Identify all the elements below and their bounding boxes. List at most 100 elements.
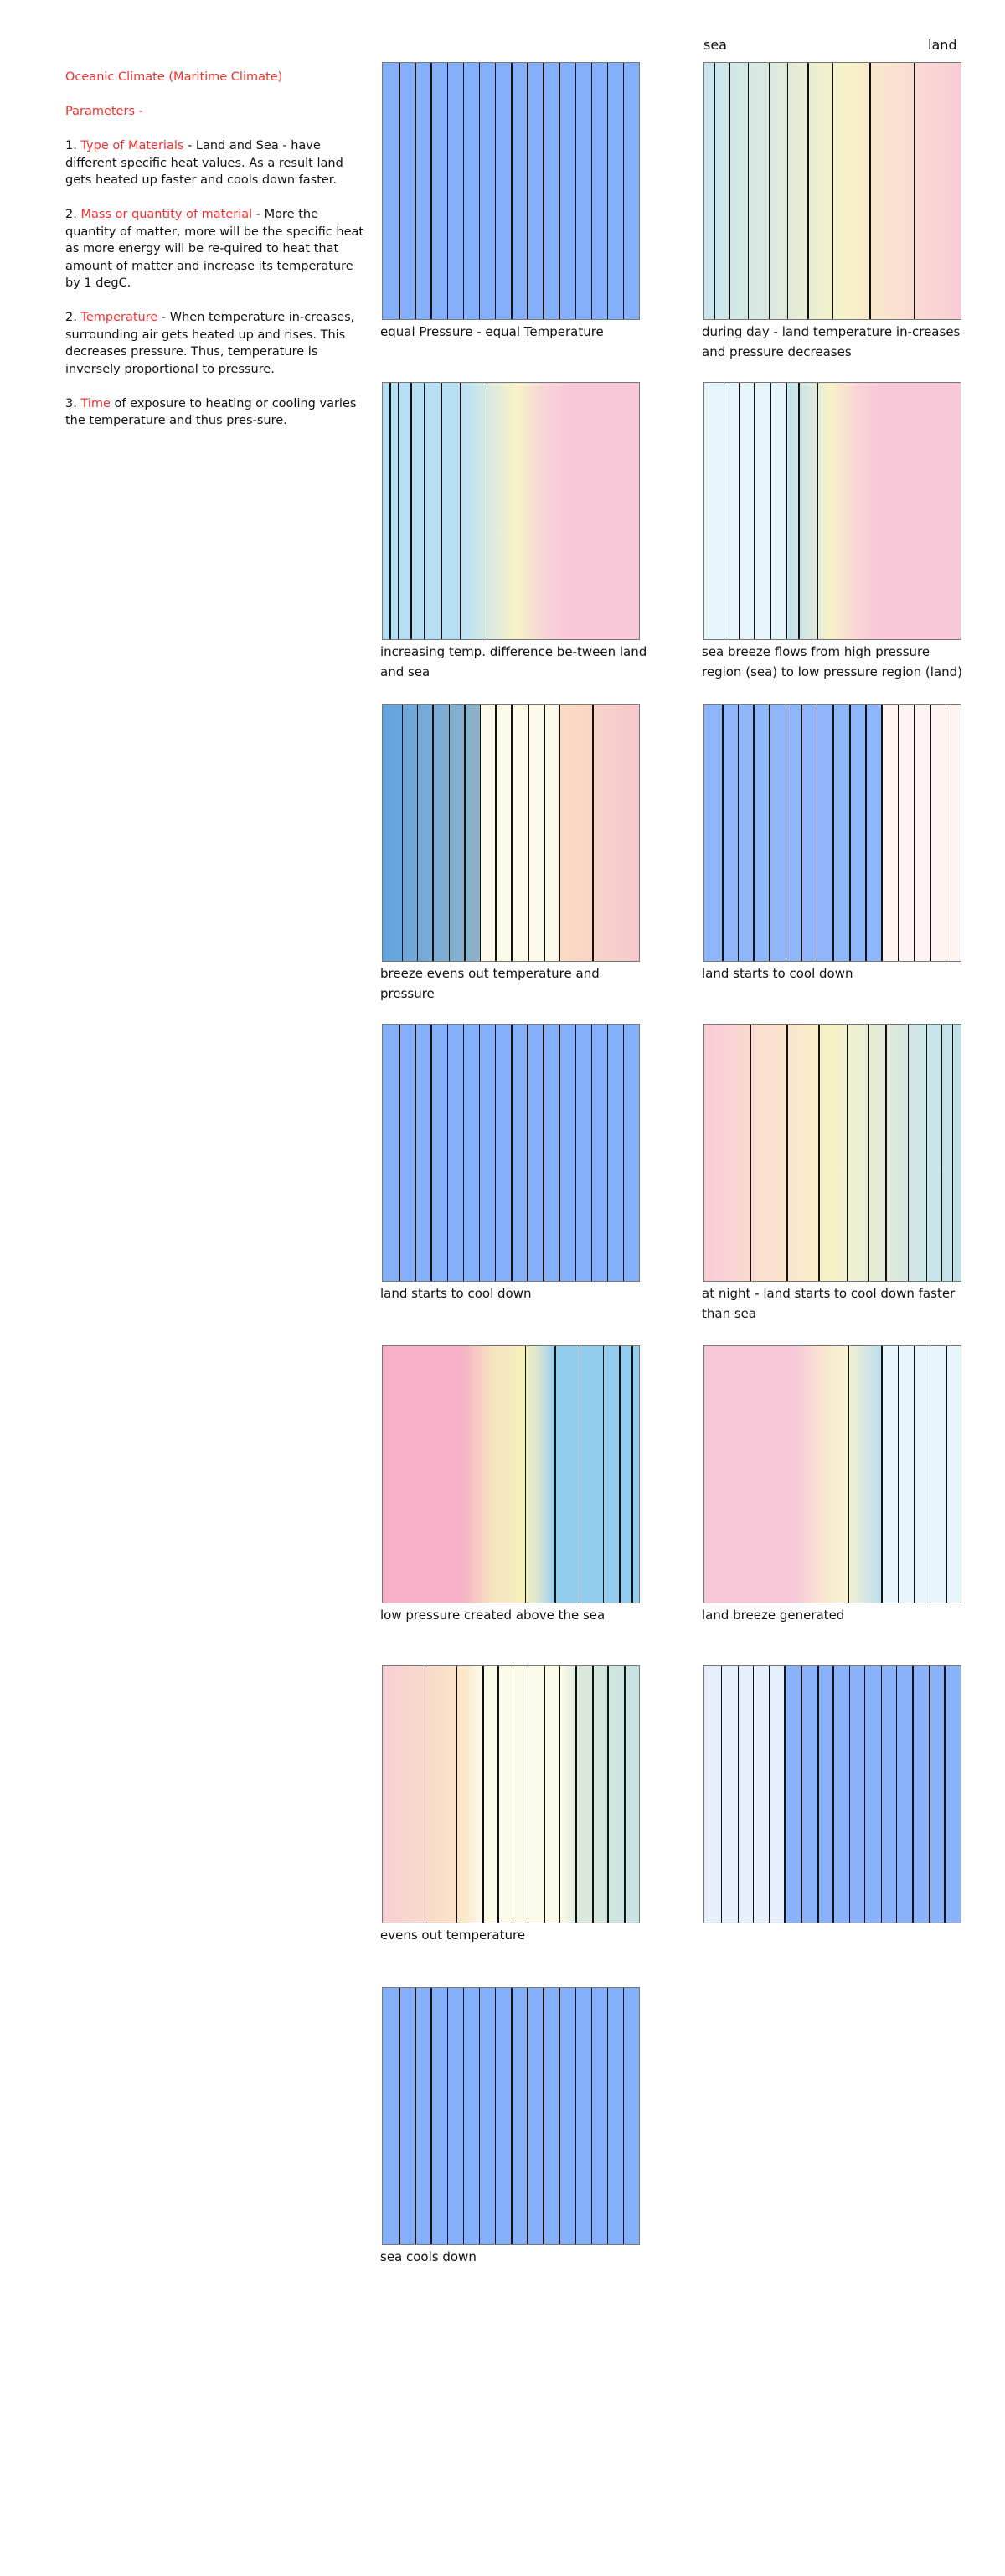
air-column-divider xyxy=(622,1988,625,2244)
air-column-divider xyxy=(914,705,915,961)
air-column-divider xyxy=(739,383,740,639)
air-column-divider xyxy=(914,1346,915,1603)
panel-caption: sea cools down xyxy=(380,2249,477,2264)
air-column-divider xyxy=(389,383,391,639)
air-column-divider xyxy=(579,1346,581,1603)
air-column-divider xyxy=(619,1346,621,1603)
panel-caption: during day - land temperature in-creases… xyxy=(702,324,961,359)
air-column-divider xyxy=(554,1346,556,1603)
air-column-divider xyxy=(818,1025,820,1281)
item-number: 2. xyxy=(65,311,81,324)
air-column-divider xyxy=(575,1025,576,1281)
air-column-divider xyxy=(559,1666,561,1923)
air-column-divider xyxy=(527,1025,528,1281)
diagram-panel-6 xyxy=(704,704,961,962)
item-term: Type of Materials xyxy=(80,139,184,152)
air-column-divider xyxy=(592,705,594,961)
air-column-divider xyxy=(464,705,466,961)
air-column-divider xyxy=(622,63,625,319)
air-column-divider xyxy=(945,705,947,961)
air-column-divider xyxy=(543,1988,544,2244)
air-column-divider xyxy=(544,705,545,961)
land-label: land xyxy=(928,37,957,53)
air-column-divider xyxy=(590,63,593,319)
item-text: - When temperature in-creases, surroundi… xyxy=(65,311,355,376)
air-column-divider xyxy=(478,63,481,319)
air-column-divider xyxy=(897,1346,899,1603)
air-column-divider xyxy=(624,1666,626,1923)
air-column-divider xyxy=(575,1666,577,1923)
air-column-divider xyxy=(930,705,931,961)
diagram-panel-3 xyxy=(382,382,640,640)
notes-column: Oceanic Climate (Maritime Climate) Param… xyxy=(65,69,367,447)
air-column-divider xyxy=(622,1025,625,1281)
air-column-divider xyxy=(723,383,725,639)
air-column-divider xyxy=(832,63,834,319)
air-column-divider xyxy=(462,1988,465,2244)
parameter-item: 2. Temperature - When temperature in-cre… xyxy=(65,309,367,378)
air-column-divider xyxy=(737,1666,740,1923)
air-column-divider xyxy=(544,1666,546,1923)
air-column-divider xyxy=(944,1666,946,1923)
air-column-divider xyxy=(432,705,434,961)
air-column-divider xyxy=(462,1025,465,1281)
air-column-divider xyxy=(848,1346,850,1603)
air-column-divider xyxy=(868,1025,870,1281)
diagram-panel-2 xyxy=(704,62,961,320)
air-column-divider xyxy=(869,63,871,319)
panel-caption: increasing temp. difference be-tween lan… xyxy=(380,644,647,679)
air-column-divider xyxy=(722,705,724,961)
air-column-divider xyxy=(951,1025,954,1281)
air-column-divider xyxy=(497,1666,499,1923)
air-column-divider xyxy=(559,63,560,319)
air-column-divider xyxy=(423,383,425,639)
air-column-divider xyxy=(895,1666,898,1923)
diagram-panel-11 xyxy=(382,1665,640,1923)
air-column-divider xyxy=(849,705,851,961)
air-column-divider xyxy=(912,1666,914,1923)
air-column-divider xyxy=(816,705,818,961)
panel-caption: equal Pressure - equal Temperature xyxy=(380,324,604,339)
air-column-divider xyxy=(885,1025,887,1281)
air-column-divider xyxy=(512,1666,514,1923)
air-column-divider xyxy=(817,383,818,639)
air-column-divider xyxy=(494,63,497,319)
diagram-panel-8 xyxy=(704,1024,961,1282)
air-column-divider xyxy=(446,1988,448,2244)
air-column-divider xyxy=(832,1666,834,1923)
air-column-divider xyxy=(606,1988,609,2244)
air-column-divider xyxy=(786,383,788,639)
air-column-divider xyxy=(832,705,834,961)
air-column-divider xyxy=(415,63,416,319)
panel-caption: breeze evens out temperature and pressur… xyxy=(380,966,600,1001)
air-column-divider xyxy=(478,1025,481,1281)
air-column-divider xyxy=(786,63,789,319)
air-column-divider xyxy=(448,705,451,961)
air-column-divider xyxy=(527,1666,529,1923)
air-column-divider xyxy=(817,1666,819,1923)
air-column-divider xyxy=(456,1666,458,1923)
air-column-divider xyxy=(914,63,915,319)
diagram-panel-12 xyxy=(704,1665,961,1923)
sea-label: sea xyxy=(704,37,727,53)
air-column-divider xyxy=(847,1025,848,1281)
air-column-divider xyxy=(769,705,770,961)
air-column-divider xyxy=(801,705,802,961)
diagram-panel-1 xyxy=(382,62,640,320)
air-column-divider xyxy=(946,1346,947,1603)
air-column-divider xyxy=(399,63,400,319)
air-column-divider xyxy=(714,63,716,319)
air-column-divider xyxy=(606,63,609,319)
air-column-divider xyxy=(494,1025,497,1281)
air-column-divider xyxy=(410,383,412,639)
air-column-divider xyxy=(941,1025,942,1281)
air-column-divider xyxy=(511,63,513,319)
air-column-divider xyxy=(881,1346,883,1603)
parameter-item: 3. Time of exposure to heating or coolin… xyxy=(65,395,367,430)
air-column-divider xyxy=(528,705,529,961)
air-column-divider xyxy=(575,63,576,319)
air-column-divider xyxy=(881,705,883,961)
item-text: - More the quantity of matter, more will… xyxy=(65,208,364,290)
air-column-divider xyxy=(559,705,560,961)
air-column-divider xyxy=(511,1988,513,2244)
